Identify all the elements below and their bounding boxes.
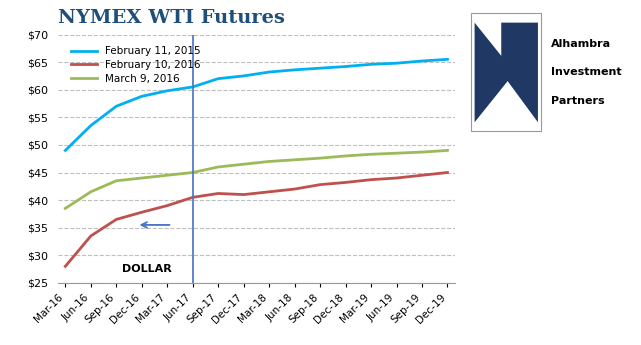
February 11, 2015 xyxy=(163,89,171,93)
March 9, 2016 xyxy=(291,158,299,162)
February 11, 2015 xyxy=(112,104,120,108)
February 11, 2015 xyxy=(316,66,324,70)
February 11, 2015 xyxy=(291,68,299,72)
February 11, 2015 xyxy=(418,59,426,63)
February 11, 2015 xyxy=(189,85,197,89)
February 10, 2016 xyxy=(393,176,401,180)
February 11, 2015 xyxy=(444,57,451,61)
February 11, 2015 xyxy=(265,70,273,74)
February 11, 2015 xyxy=(342,65,349,69)
March 9, 2016 xyxy=(87,190,95,194)
February 10, 2016 xyxy=(138,210,146,214)
March 9, 2016 xyxy=(163,173,171,177)
March 9, 2016 xyxy=(214,165,222,169)
March 9, 2016 xyxy=(316,156,324,160)
Line: February 11, 2015: February 11, 2015 xyxy=(65,59,447,150)
Bar xyxy=(471,13,541,131)
February 11, 2015 xyxy=(367,62,375,66)
February 10, 2016 xyxy=(62,264,69,268)
February 10, 2016 xyxy=(240,193,247,197)
February 11, 2015 xyxy=(240,74,247,78)
February 11, 2015 xyxy=(138,94,146,98)
March 9, 2016 xyxy=(62,206,69,210)
February 10, 2016 xyxy=(367,178,375,182)
February 10, 2016 xyxy=(265,190,273,194)
Polygon shape xyxy=(501,23,538,122)
Line: March 9, 2016: March 9, 2016 xyxy=(65,150,447,208)
February 11, 2015 xyxy=(214,77,222,81)
March 9, 2016 xyxy=(393,151,401,155)
March 9, 2016 xyxy=(265,159,273,164)
February 11, 2015 xyxy=(87,124,95,128)
March 9, 2016 xyxy=(112,179,120,183)
February 11, 2015 xyxy=(62,148,69,152)
February 10, 2016 xyxy=(163,204,171,208)
February 10, 2016 xyxy=(189,195,197,199)
March 9, 2016 xyxy=(342,154,349,158)
March 9, 2016 xyxy=(367,152,375,156)
Legend: February 11, 2015, February 10, 2016, March 9, 2016: February 11, 2015, February 10, 2016, Ma… xyxy=(67,42,205,88)
Text: DOLLAR: DOLLAR xyxy=(122,264,172,274)
Polygon shape xyxy=(474,23,515,122)
Text: Investment: Investment xyxy=(551,68,622,77)
February 10, 2016 xyxy=(444,170,451,175)
February 10, 2016 xyxy=(87,234,95,238)
February 10, 2016 xyxy=(342,180,349,185)
February 10, 2016 xyxy=(316,183,324,187)
March 9, 2016 xyxy=(418,150,426,154)
March 9, 2016 xyxy=(138,176,146,180)
February 11, 2015 xyxy=(393,61,401,65)
Text: Partners: Partners xyxy=(551,96,605,106)
February 10, 2016 xyxy=(418,173,426,177)
February 10, 2016 xyxy=(291,187,299,191)
Line: February 10, 2016: February 10, 2016 xyxy=(65,172,447,266)
March 9, 2016 xyxy=(240,162,247,166)
Text: NYMEX WTI Futures: NYMEX WTI Futures xyxy=(58,9,285,27)
February 10, 2016 xyxy=(112,217,120,221)
Text: Alhambra: Alhambra xyxy=(551,39,612,49)
February 10, 2016 xyxy=(214,191,222,196)
March 9, 2016 xyxy=(189,170,197,175)
March 9, 2016 xyxy=(444,148,451,152)
